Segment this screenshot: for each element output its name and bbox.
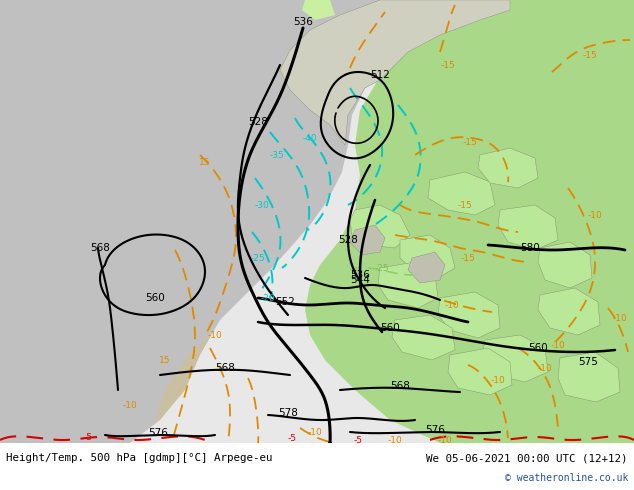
Polygon shape [0,0,634,443]
Text: -15: -15 [461,253,476,263]
Polygon shape [478,148,538,188]
Polygon shape [305,0,634,443]
Text: 576: 576 [425,425,445,435]
Text: 544: 544 [350,275,370,285]
Text: -25: -25 [250,253,265,263]
Text: 575: 575 [578,357,598,367]
Text: -30: -30 [255,200,269,210]
Text: -10: -10 [437,436,453,444]
Text: -10: -10 [491,375,505,385]
Text: -10: -10 [538,364,552,372]
Text: -15: -15 [441,60,455,70]
Text: © weatheronline.co.uk: © weatheronline.co.uk [505,473,628,483]
Polygon shape [538,288,600,335]
Polygon shape [350,205,410,248]
Text: 568: 568 [215,363,235,373]
Text: -40: -40 [302,133,317,143]
Text: 528: 528 [248,117,268,127]
Polygon shape [558,352,620,402]
Polygon shape [408,252,445,283]
Text: 536: 536 [293,17,313,27]
Text: 568: 568 [390,381,410,391]
Text: 512: 512 [370,70,390,80]
Text: -10: -10 [387,436,403,444]
Text: -10: -10 [550,341,566,349]
Polygon shape [482,335,548,382]
Polygon shape [438,292,500,338]
Text: -25: -25 [375,264,389,272]
Text: -10: -10 [612,314,628,322]
Polygon shape [538,242,592,288]
Text: 568: 568 [90,243,110,253]
Polygon shape [130,0,634,443]
Text: 578: 578 [278,408,298,418]
Text: 536: 536 [350,270,370,280]
Text: 580: 580 [520,243,540,253]
Text: We 05-06-2021 00:00 UTC (12+12): We 05-06-2021 00:00 UTC (12+12) [427,453,628,463]
Text: 560: 560 [145,293,165,303]
Text: 552: 552 [275,297,295,307]
Text: -15: -15 [463,138,477,147]
Text: -10: -10 [588,211,602,220]
Polygon shape [280,0,510,145]
Polygon shape [428,172,495,215]
Text: 15: 15 [159,356,171,365]
Text: -35: -35 [269,150,285,160]
Polygon shape [280,0,510,145]
Text: -10: -10 [444,300,460,310]
Text: -20: -20 [261,294,275,302]
Polygon shape [350,225,385,255]
Polygon shape [498,205,558,250]
Polygon shape [302,0,335,20]
Text: 15: 15 [199,157,210,167]
Text: Height/Temp. 500 hPa [gdmp][°C] Arpege-eu: Height/Temp. 500 hPa [gdmp][°C] Arpege-e… [6,453,273,463]
Text: -10: -10 [307,427,322,437]
Polygon shape [378,262,438,308]
Text: -10: -10 [122,400,138,410]
Polygon shape [392,315,455,360]
Text: 560: 560 [528,343,548,353]
Text: -5: -5 [287,434,297,442]
Text: -10: -10 [207,330,223,340]
Text: -15: -15 [583,50,597,59]
Text: 576: 576 [148,428,168,438]
Text: 560: 560 [380,323,400,333]
Text: 528: 528 [338,235,358,245]
Polygon shape [448,348,512,395]
Text: -5: -5 [84,433,93,441]
Polygon shape [400,235,455,278]
Text: -15: -15 [458,200,472,210]
Text: -5: -5 [354,436,363,444]
